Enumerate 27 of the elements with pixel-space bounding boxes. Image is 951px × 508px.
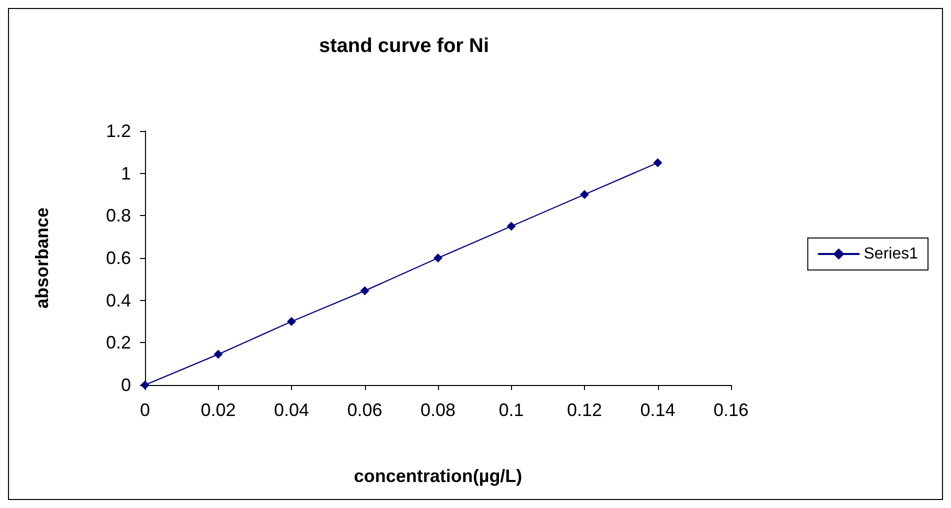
y-tick-label: 0.4 [106, 290, 131, 310]
x-tick-label: 0.04 [274, 400, 310, 420]
x-tick-label: 0.06 [347, 400, 382, 420]
x-tick-label: 0.16 [713, 400, 749, 420]
x-tick-label: 0.1 [498, 400, 524, 420]
x-axis-title: concentration(µg/L) [354, 466, 522, 486]
point [360, 286, 370, 296]
point [434, 254, 442, 262]
point [287, 317, 296, 326]
y-tick-label: 1 [120, 163, 131, 184]
y-tick-label: 0.8 [106, 206, 131, 226]
y-tick-label: 0 [120, 375, 131, 395]
point [653, 158, 662, 168]
y-tick-label: 0.6 [106, 248, 131, 268]
x-tick-label: 0 [140, 400, 150, 420]
point [580, 190, 589, 199]
chart-title: stand curve for Ni [318, 35, 490, 57]
x-tick-label: 0.14 [640, 400, 676, 420]
y-axis-title: absorbance [32, 207, 52, 309]
point [214, 350, 223, 359]
x-tick-label: 0.02 [200, 400, 236, 420]
y-tick-label: 0.2 [106, 332, 131, 353]
legend-label: Series1 [864, 246, 918, 262]
y-tick-label: 1.2 [106, 121, 131, 141]
point [506, 222, 516, 231]
x-tick-label: 0.12 [566, 400, 602, 420]
x-tick-label: 0.08 [420, 400, 456, 420]
